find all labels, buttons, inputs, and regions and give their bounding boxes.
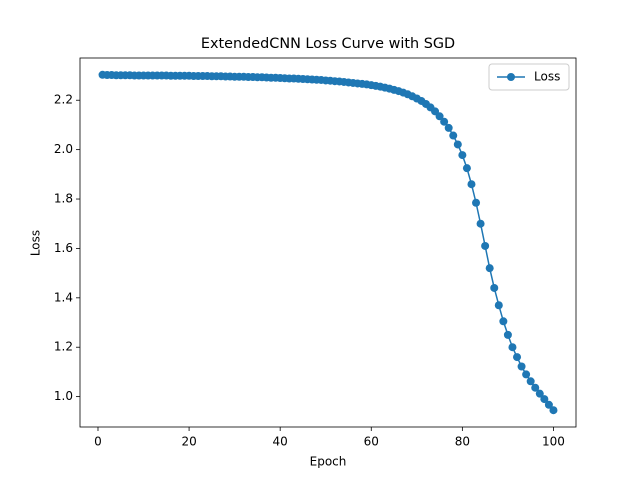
point	[472, 198, 481, 207]
legend-box	[488, 63, 570, 91]
point	[522, 370, 531, 379]
point	[467, 180, 476, 189]
legend-marker	[507, 73, 515, 81]
point	[458, 151, 467, 160]
x-axis-label: Epoch	[310, 455, 347, 469]
point	[444, 123, 453, 132]
y-tick-label: 1.8	[54, 192, 73, 206]
y-tick-label: 2.0	[54, 142, 73, 156]
point	[508, 343, 517, 352]
y-tick-label: 2.2	[54, 93, 73, 107]
point	[490, 283, 499, 292]
legend-label: Loss	[534, 70, 560, 84]
point	[499, 317, 508, 326]
point	[544, 400, 553, 409]
point	[535, 389, 544, 398]
point	[481, 241, 490, 250]
y-tick-label: 1.0	[54, 389, 73, 403]
point	[449, 131, 458, 140]
point	[494, 301, 503, 310]
point	[540, 395, 549, 404]
point	[462, 164, 471, 173]
x-tick-label: 80	[455, 435, 470, 449]
point	[435, 112, 444, 121]
point	[517, 362, 526, 371]
chart-title: ExtendedCNN Loss Curve with SGD	[201, 36, 455, 52]
point	[513, 353, 522, 362]
axes-frame	[79, 57, 577, 428]
point	[440, 117, 449, 126]
x-tick-label: 100	[542, 435, 565, 449]
y-tick-label: 1.2	[54, 340, 73, 354]
y-axis-label: Loss	[29, 230, 43, 256]
point	[476, 219, 485, 228]
x-tick-label: 20	[181, 435, 196, 449]
y-tick-label: 1.4	[54, 290, 73, 304]
x-tick-label: 40	[273, 435, 288, 449]
point	[526, 377, 535, 386]
point	[531, 383, 540, 392]
y-tick-label: 1.6	[54, 241, 73, 255]
point	[453, 140, 462, 149]
x-tick-label: 0	[94, 435, 102, 449]
point	[549, 406, 558, 415]
point	[485, 264, 494, 273]
point	[503, 330, 512, 339]
x-tick-label: 60	[364, 435, 379, 449]
